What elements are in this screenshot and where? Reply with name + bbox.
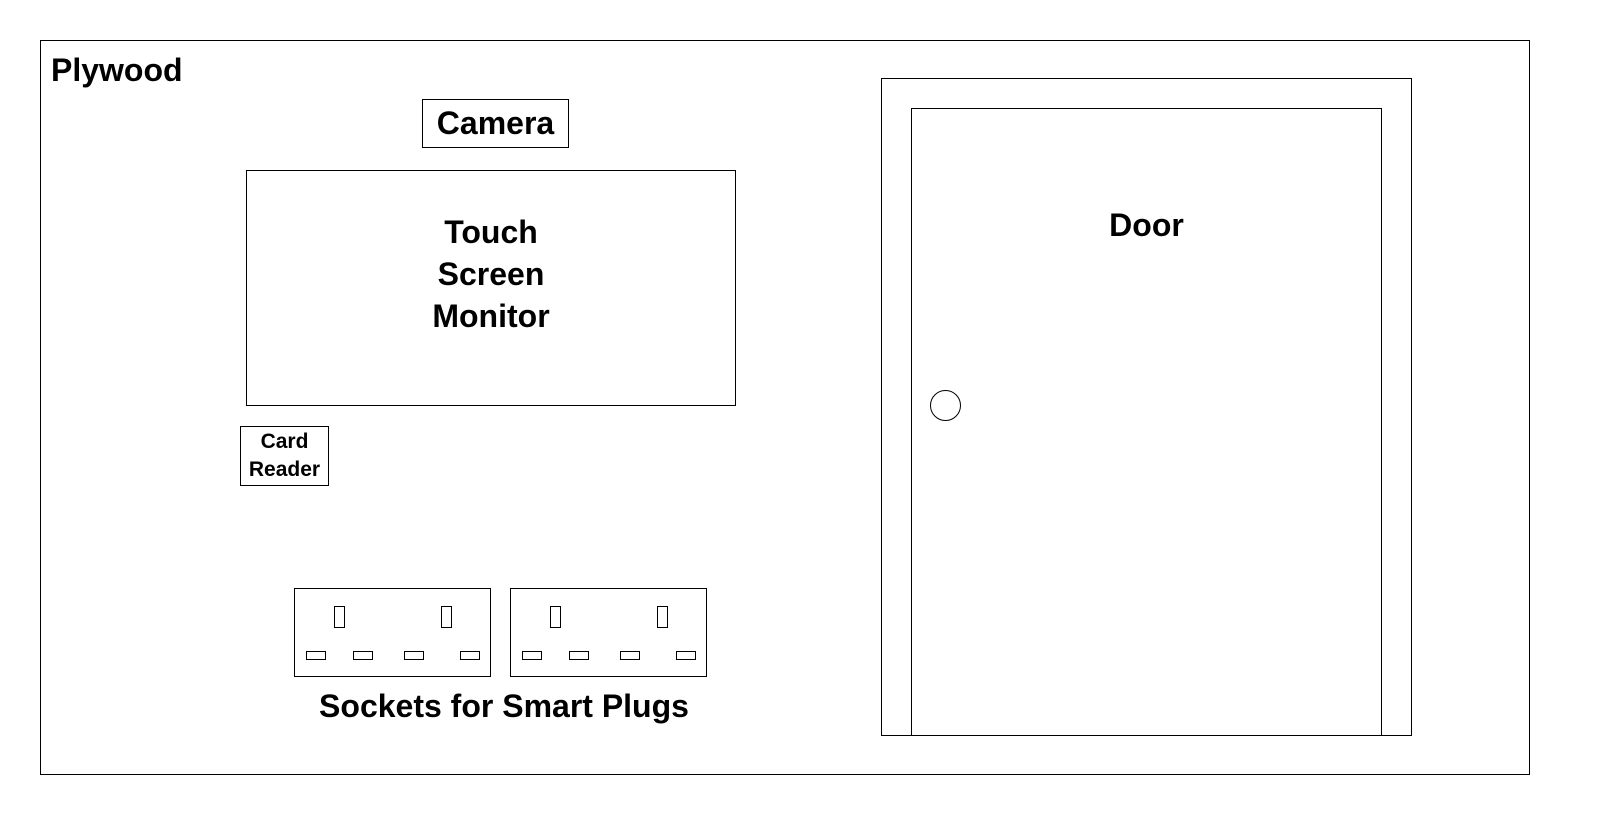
monitor-label-line-1: Touch — [444, 214, 538, 250]
camera-label: Camera — [436, 105, 555, 141]
socket-switch-icon — [550, 606, 561, 628]
monitor-label-line-2: Screen — [437, 256, 545, 292]
socket-switch-icon — [334, 606, 345, 628]
socket-pin-hole-icon — [676, 651, 696, 660]
camera-box — [422, 99, 569, 148]
socket-switch-icon — [441, 606, 452, 628]
touch-screen-monitor-label: Touch Screen Monitor — [246, 211, 736, 337]
uk-double-socket-icon — [294, 588, 491, 677]
door-label: Door — [1109, 207, 1184, 243]
socket-pin-hole-icon — [306, 651, 326, 660]
card-reader-label-line-1: Card — [260, 430, 309, 453]
monitor-label-line-3: Monitor — [432, 298, 550, 334]
socket-pin-hole-icon — [620, 651, 640, 660]
sockets-label: Sockets for Smart Plugs — [319, 688, 689, 724]
plywood-label: Plywood — [51, 52, 183, 88]
socket-pin-hole-icon — [522, 651, 542, 660]
socket-pin-hole-icon — [569, 651, 589, 660]
card-reader-label: Card Reader — [240, 428, 329, 484]
socket-switch-icon — [657, 606, 668, 628]
door-panel — [911, 108, 1382, 736]
socket-pin-hole-icon — [460, 651, 480, 660]
touch-screen-monitor-box — [246, 170, 736, 406]
card-reader-box — [240, 426, 329, 486]
door-knob-icon — [930, 390, 961, 421]
card-reader-label-line-2: Reader — [248, 458, 321, 481]
socket-pin-hole-icon — [404, 651, 424, 660]
uk-double-socket-icon — [510, 588, 707, 677]
socket-pin-hole-icon — [353, 651, 373, 660]
